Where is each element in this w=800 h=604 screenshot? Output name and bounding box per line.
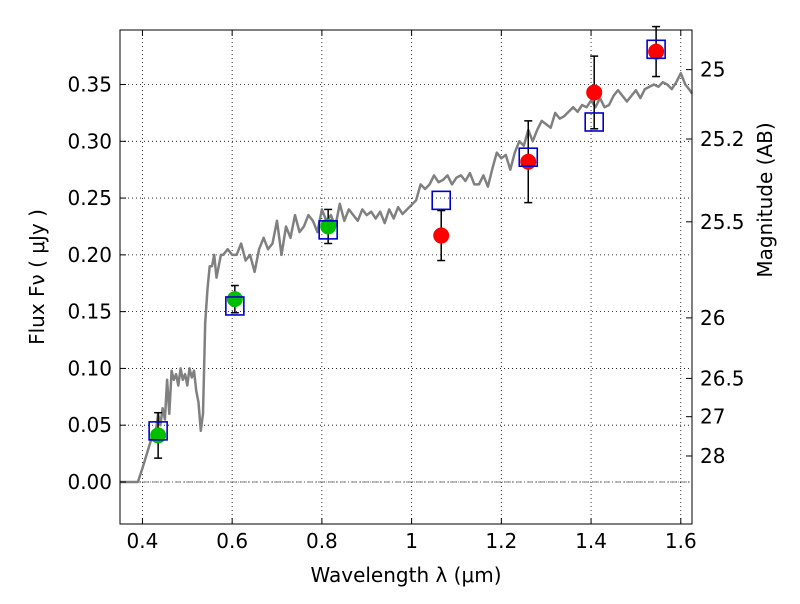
model-spectrum-line	[120, 71, 694, 484]
plot-frame	[119, 29, 693, 525]
y-tick-label: 0.00	[67, 470, 112, 494]
model-flux-square	[518, 147, 539, 167]
y-tick-label: 0.30	[67, 129, 112, 153]
right-tick-label: 26.5	[700, 366, 745, 390]
right-tick-label: 25	[700, 58, 725, 82]
x-tick-label: 1	[405, 529, 418, 553]
x-tick-label: 1.6	[665, 529, 697, 553]
y-tick-label: 0.20	[67, 243, 112, 267]
data-point	[226, 291, 243, 308]
data-point	[586, 84, 603, 101]
model-flux-square	[225, 296, 245, 316]
x-tick-label: 1.4	[575, 529, 607, 553]
right-tick-label: 27	[700, 405, 725, 429]
y-tick-label: 0.15	[67, 300, 112, 324]
x-axis-label: Wavelength λ (μm)	[310, 563, 501, 587]
right-tick-label: 28	[700, 444, 725, 468]
x-tick-label: 0.8	[306, 529, 338, 553]
x-tick-label: 1.2	[485, 529, 517, 553]
y-tick-label: 0.35	[67, 73, 112, 97]
ticks-layer: 0.4 0.6 0.8 1 1.2 1.4 1.6 0.00 0.05 0.10 0.15 0.20 0…	[67, 30, 745, 553]
data-points-layer	[148, 25, 666, 459]
x-tick-label: 0.4	[127, 529, 159, 553]
y-tick-label: 0.10	[67, 356, 112, 380]
right-axis-label: Magnitude (AB)	[753, 122, 777, 277]
model-flux-square	[646, 39, 666, 60]
data-point	[648, 43, 665, 60]
right-tick-label: 25.5	[700, 210, 745, 234]
grid-layer	[120, 30, 692, 524]
model-flux-square	[431, 190, 452, 211]
x-tick-label: 0.6	[216, 529, 248, 553]
model-flux-square	[318, 220, 338, 240]
y-tick-label: 0.25	[67, 186, 112, 210]
right-tick-label: 26	[700, 306, 725, 330]
right-tick-label: 25.2	[700, 127, 745, 151]
y-tick-label: 0.05	[67, 413, 112, 437]
model-flux-square	[584, 112, 604, 132]
data-point	[320, 218, 337, 235]
model-flux-square	[148, 421, 168, 441]
data-point	[433, 227, 450, 244]
y-axis-label: Flux Fν ( μJy )	[25, 209, 49, 345]
